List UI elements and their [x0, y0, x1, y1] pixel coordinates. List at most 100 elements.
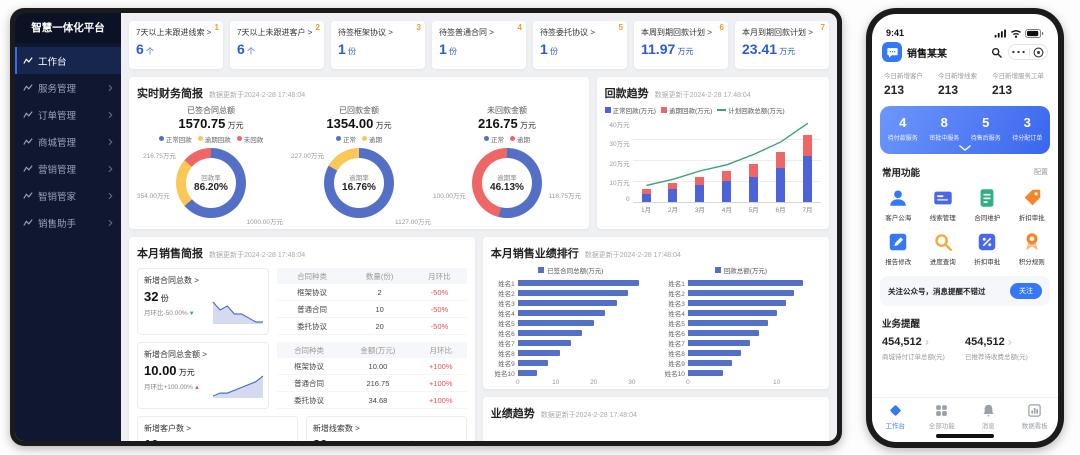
- tab-bell[interactable]: 消息: [965, 403, 1012, 430]
- minimize-icon[interactable]: [1033, 47, 1044, 58]
- sidebar-item-1[interactable]: 工作台: [15, 47, 121, 74]
- todo-stat[interactable]: 5 待售后服务: [965, 115, 1007, 142]
- sidebar-item-5[interactable]: 营销管理: [15, 155, 121, 182]
- ranking-bar[interactable]: [517, 310, 606, 316]
- normal-bar: [776, 168, 786, 202]
- sidebar-item-7[interactable]: 销售助手: [15, 209, 121, 236]
- donut-center: 逾期率 46.13%: [482, 157, 532, 208]
- kpi-card[interactable]: 5 待签委托协议 > 1 份: [533, 21, 627, 69]
- chevron-right-icon: [108, 192, 113, 200]
- ranking-bar[interactable]: [517, 290, 629, 296]
- ranking-bar[interactable]: [687, 350, 742, 356]
- quick-item[interactable]: 积分规则: [1010, 231, 1055, 266]
- donut-center-value: 86.20%: [194, 182, 228, 194]
- ranking-bar[interactable]: [517, 360, 549, 366]
- ranking-name: 姓名2: [498, 291, 515, 298]
- trend-bar-group[interactable]: [776, 151, 786, 202]
- todo-stat[interactable]: 4 待付款服务: [882, 115, 924, 142]
- todo-stat[interactable]: 3 待分配订单: [1007, 115, 1049, 142]
- app-avatar[interactable]: [882, 42, 902, 62]
- ranking-bar[interactable]: [687, 330, 759, 336]
- tab-board[interactable]: 数据看板: [1012, 403, 1059, 430]
- kpi-label: 待签委托协议 >: [540, 28, 595, 37]
- chevron-right-icon: [925, 339, 929, 346]
- donut-center: 回款率 86.20%: [186, 157, 236, 208]
- y-axis-tick: 40万元: [609, 122, 630, 129]
- ranking-updated: 数据更新于2024-2-28 17:48:04: [584, 252, 681, 259]
- quick-item[interactable]: 客户公海: [876, 187, 921, 222]
- ranking-bar[interactable]: [517, 300, 617, 306]
- ranking-bar[interactable]: [687, 290, 795, 296]
- trend-bar-group[interactable]: [641, 189, 651, 202]
- ranking-bar[interactable]: [687, 310, 777, 316]
- sparkline-chart: [212, 373, 264, 404]
- sidebar-item-2[interactable]: 服务管理: [15, 74, 121, 101]
- sales-stats: 新增合同总数 >32 份月环比-50.00%▼ 合同种类 数量(份) 月环比 框架协议 2…: [137, 268, 467, 409]
- trend-bar-group[interactable]: [695, 176, 705, 202]
- card-header: 本月销售简报 数据更新于2024-2-28 17:48:04: [137, 245, 467, 261]
- search-icon[interactable]: [990, 46, 1003, 59]
- sidebar-item-6[interactable]: 智销管家: [15, 182, 121, 209]
- sales-stat-card[interactable]: 新增合同总数 > 32 份月环比-50.00%▼: [137, 268, 269, 335]
- sidebar-item-4[interactable]: 商城管理: [15, 128, 121, 155]
- quick-item[interactable]: 折扣审批: [1010, 187, 1055, 222]
- stat-text: 新增线索数 > 20: [313, 423, 460, 441]
- trend-legend: 正常回款(万元) 逾期回款(万元) 计划回款总额(万元): [604, 105, 821, 115]
- quick-item[interactable]: 报告修改: [876, 231, 921, 266]
- donut-chart[interactable]: 逾期率 16.76%: [324, 147, 394, 218]
- sales-stat-card[interactable]: 新增客户数 > 10: [137, 416, 298, 441]
- ranking-bar[interactable]: [517, 340, 571, 346]
- tab-grid[interactable]: 全部功能: [919, 403, 966, 430]
- ranking-bar[interactable]: [687, 370, 724, 376]
- sidebar-item-3[interactable]: 订单管理: [15, 101, 121, 128]
- tab-workbench[interactable]: 工作台: [872, 403, 919, 430]
- quick-item[interactable]: 折扣审批: [965, 231, 1010, 266]
- ranking-bar[interactable]: [687, 320, 768, 326]
- kpi-card[interactable]: 4 待签普通合同 > 1 份: [432, 21, 526, 69]
- ranking-bar[interactable]: [517, 280, 640, 286]
- ranking-row: 姓名9: [491, 358, 651, 368]
- ranking-bar[interactable]: [687, 360, 733, 366]
- legend-item: 未回款: [236, 134, 263, 144]
- ranking-name: 姓名4: [668, 311, 685, 318]
- legend-dot: [336, 136, 341, 142]
- tab-label: 数据看板: [1021, 423, 1048, 430]
- trend-bar-group[interactable]: [722, 170, 732, 202]
- ranking-bar[interactable]: [517, 350, 560, 356]
- todo-stat[interactable]: 8 审批中服务: [924, 115, 966, 142]
- more-icon[interactable]: [1012, 50, 1025, 54]
- ranking-bar[interactable]: [687, 340, 750, 346]
- quick-item[interactable]: 进度查询: [921, 231, 966, 266]
- trend-bar-group[interactable]: [668, 183, 678, 202]
- trend-bar-group[interactable]: [749, 164, 759, 202]
- ranking-bar[interactable]: [517, 320, 594, 326]
- ranking-bar[interactable]: [687, 280, 804, 286]
- quick-section-head: 常用功能 配置: [872, 165, 1058, 179]
- sales-stat-card[interactable]: 新增合同总金额 > 10.00 万元 月环比+100.00%▲: [137, 342, 269, 409]
- trend-bar-group[interactable]: [803, 134, 812, 202]
- kpi-card[interactable]: 1 7天以上未跟进线索 > 6 个: [129, 21, 223, 69]
- configure-link[interactable]: 配置: [1034, 169, 1048, 176]
- ranking-bar[interactable]: [517, 370, 537, 376]
- donut-chart[interactable]: 回款率 86.20%: [176, 147, 246, 218]
- ranking-rows: 姓名1 姓名2 姓名3 姓名4 姓名5 姓名6 姓名7 姓名8 姓名9 姓名10: [661, 278, 821, 378]
- kpi-card[interactable]: 7 本月到期回款计划 > 23.41 万元: [735, 21, 829, 69]
- legend-item: 正常回款(万元): [604, 105, 656, 115]
- expand-chevron-icon[interactable]: [882, 145, 1048, 151]
- kpi-card[interactable]: 6 本周到期回款计划 > 11.97 万元: [634, 21, 728, 69]
- quick-item[interactable]: 线索管理: [921, 187, 966, 222]
- reminder-item[interactable]: 454,512 商城待付订单总额(元): [882, 336, 965, 361]
- donut-chart[interactable]: 逾期率 46.13%: [472, 147, 542, 218]
- quick-item[interactable]: 合同维护: [965, 187, 1010, 222]
- reminder-item[interactable]: 454,512 已推荐待收费总额(元): [965, 336, 1048, 361]
- kpi-card[interactable]: 3 待签框架协议 > 1 份: [331, 21, 425, 69]
- ranking-bar[interactable]: [517, 330, 583, 336]
- follow-button[interactable]: 关注: [1010, 283, 1042, 299]
- bottom-right-column: 本月销售业绩排行 数据更新于2024-2-28 17:48:04 已签合同总额(…: [482, 237, 829, 441]
- workbench-icon: [888, 403, 903, 418]
- today-stat-label: 今日新增客户: [884, 73, 923, 80]
- sales-stat-card[interactable]: 新增线索数 > 20: [305, 416, 467, 441]
- donut-legend: 正常 逾期: [433, 134, 581, 144]
- ranking-bar[interactable]: [687, 300, 786, 306]
- kpi-card[interactable]: 2 7天以上未跟进客户 > 6 个: [230, 21, 324, 69]
